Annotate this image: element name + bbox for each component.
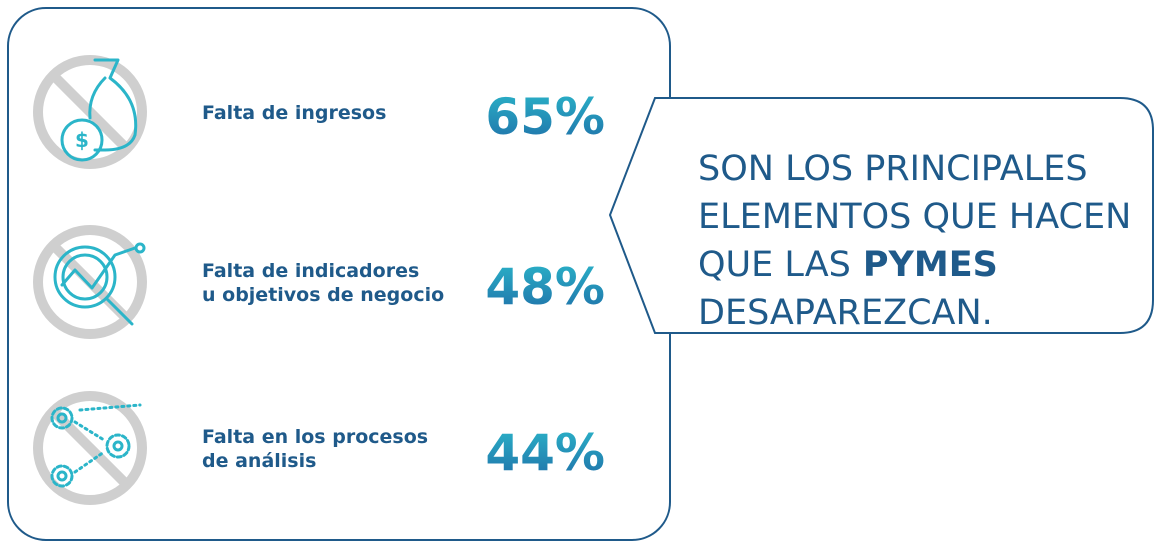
callout-text: SON LOS PRINCIPALES ELEMENTOS QUE HACEN QU…	[698, 149, 1131, 333]
icon-indicators	[33, 225, 147, 339]
item-label: Falta de ingresos	[202, 102, 386, 124]
callout-line: ELEMENTOS QUE HACEN	[698, 197, 1131, 237]
callout-line: QUE LAS	[698, 245, 851, 285]
item-label: Falta en los procesos	[202, 426, 428, 448]
icon-income: $	[33, 55, 147, 169]
icon-analysis	[33, 391, 147, 505]
callout-line: SON LOS PRINCIPALES	[698, 149, 1088, 189]
callout-emphasis: PYMES	[863, 245, 998, 285]
callout-bubble	[608, 97, 1154, 334]
item-label: Falta de indicadores	[202, 260, 419, 282]
item-label: u objetivos de negocio	[202, 284, 444, 306]
item-value: 48%	[485, 258, 605, 316]
item-value: 65%	[485, 88, 605, 146]
svg-text:$: $	[75, 128, 89, 152]
item-value: 44%	[485, 424, 605, 482]
callout-line: DESAPAREZCAN.	[698, 293, 993, 333]
item-label: de análisis	[202, 450, 316, 472]
